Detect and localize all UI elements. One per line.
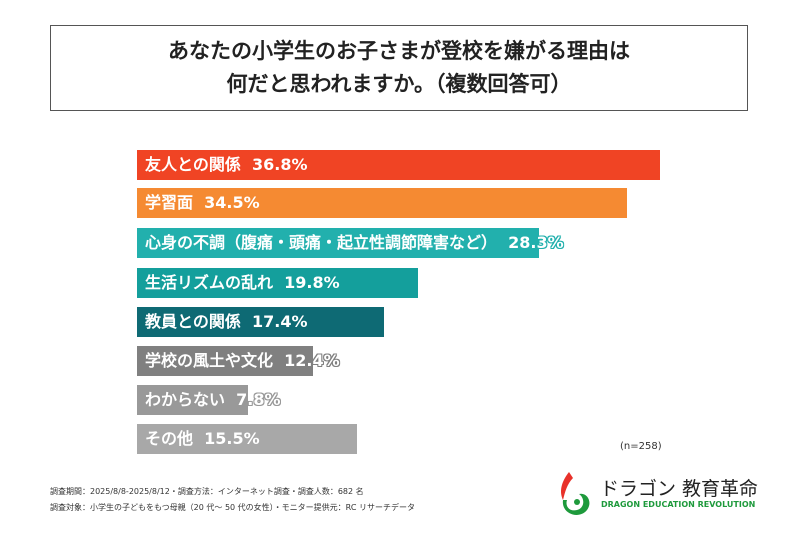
value-label: 19.8%: [273, 273, 340, 292]
value-label: 28.3%: [497, 233, 564, 252]
dragon-logo-icon: [561, 472, 590, 515]
bar-label: 生活リズムの乱れ 19.8%: [145, 268, 340, 298]
bar-label: その他 15.5%: [145, 424, 260, 454]
title-line-2: 何だと思われますか。（複数回答可）: [226, 72, 572, 96]
bar-label: 学習面 34.5%: [145, 188, 260, 218]
bar: [137, 228, 540, 258]
category-label: 学校の風土や文化: [145, 351, 274, 370]
sample-size: (n=258): [620, 441, 662, 452]
bar: [137, 385, 248, 415]
value-label: 12.4%: [273, 351, 340, 370]
bar-label: わからない 7.8%: [145, 385, 281, 415]
bar: [137, 307, 385, 337]
category-label: 学習面: [145, 193, 194, 212]
chart-title: あなたの小学生のお子さまが登校を嫌がる理由は 何だと思われますか。（複数回答可）: [50, 25, 748, 111]
value-label: 15.5%: [193, 429, 260, 448]
title-line-1: あなたの小学生のお子さまが登校を嫌がる理由は: [168, 39, 630, 63]
category-label: 生活リズムの乱れ: [145, 273, 274, 292]
logo-text-jp: ドラゴン 教育革命: [600, 478, 759, 500]
bar-label: 心身の不調（腹痛・頭痛・起立性調節障害など） 28.3%: [145, 228, 564, 258]
footer-survey-period: 調査期間：2025/8/8-2025/8/12・調査方法：インターネット調査・調…: [50, 487, 364, 496]
bar: [137, 346, 314, 376]
value-label: 34.5%: [193, 193, 260, 212]
bar-label: 友人との関係 36.8%: [145, 150, 308, 180]
bar: [137, 424, 358, 454]
value-label: 36.8%: [240, 155, 308, 174]
bar-label: 学校の風土や文化 12.4%: [145, 346, 340, 376]
value-label: 7.8%: [225, 390, 281, 409]
category-label: 心身の不調（腹痛・頭痛・起立性調節障害など）: [145, 233, 498, 252]
logo-text-en: DRAGON EDUCATION REVOLUTION: [601, 500, 756, 509]
category-label: わからない: [145, 390, 226, 409]
footer-survey-target: 調査対象：小学生の子どもをもつ母親（20 代〜 50 代の女性）・モニター提供元…: [50, 503, 415, 512]
bar-label: 教員との関係 17.4%: [145, 307, 308, 337]
category-label: その他: [145, 429, 194, 448]
category-label: 教員との関係: [145, 312, 241, 331]
bar: [137, 188, 628, 218]
bar: [137, 268, 419, 298]
bar: [137, 150, 660, 180]
value-label: 17.4%: [240, 312, 308, 331]
category-label: 友人との関係: [145, 155, 241, 174]
